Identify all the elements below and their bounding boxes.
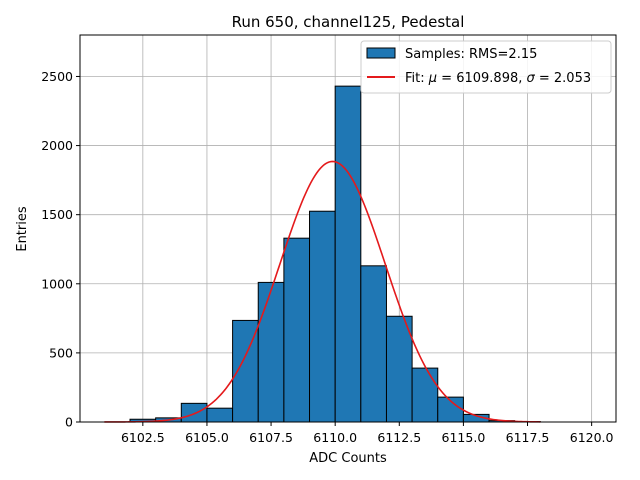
legend-fit-prefix: Fit: <box>405 71 429 86</box>
histogram-bars <box>129 85 541 423</box>
histogram-bar-11 <box>385 315 413 423</box>
legend-fit-mu-symbol: μ <box>428 71 437 86</box>
y-tick-label-4: 2000 <box>41 138 73 153</box>
histogram-bar-4 <box>206 407 234 423</box>
legend-fit-sigma-value: = 2.053 <box>535 71 591 86</box>
x-tick-label-3: 6110.0 <box>313 430 357 445</box>
legend: Samples: RMS=2.15 Fit: μ = 6109.898, σ =… <box>360 40 612 94</box>
fit-curve <box>104 160 541 423</box>
legend-label-fit: Fit: μ = 6109.898, σ = 2.053 <box>405 71 591 86</box>
x-tick-label-4: 6112.5 <box>377 430 421 445</box>
y-tick-label-2: 1000 <box>41 276 73 291</box>
histogram-bar-12 <box>411 367 439 423</box>
legend-fit-mu-value: = 6109.898, <box>437 71 526 86</box>
histogram-bar-6 <box>257 281 285 423</box>
x-tick-label-6: 6117.5 <box>506 430 550 445</box>
legend-swatch-samples <box>366 47 396 59</box>
legend-fit-sigma-symbol: σ <box>527 71 536 86</box>
y-tick-label-3: 1500 <box>41 207 73 222</box>
chart-title: Run 650, channel125, Pedestal <box>232 13 465 31</box>
y-axis-label: Entries <box>15 206 30 252</box>
y-tick-label-5: 2500 <box>41 69 73 84</box>
x-tick-label-1: 6105.0 <box>185 430 229 445</box>
histogram-bar-13 <box>437 396 464 423</box>
x-tick-label-0: 6102.5 <box>121 430 165 445</box>
x-tick-label-7: 6120.0 <box>570 430 614 445</box>
histogram-bar-8 <box>309 210 336 423</box>
histogram-bar-9 <box>334 85 362 423</box>
y-tick-label-0: 0 <box>65 415 73 430</box>
histogram-bar-3 <box>180 402 208 423</box>
y-axis-ticks: 0 500 1000 1500 2000 2500 <box>41 69 80 430</box>
x-axis-label: ADC Counts <box>309 451 387 466</box>
plot-frame <box>79 34 617 423</box>
histogram-bar-7 <box>283 237 311 423</box>
histogram-bar-10 <box>360 265 387 423</box>
legend-box <box>360 40 612 94</box>
x-tick-label-5: 6115.0 <box>442 430 486 445</box>
legend-label-samples: Samples: RMS=2.15 <box>405 47 537 62</box>
y-tick-label-1: 500 <box>49 345 73 360</box>
x-tick-label-2: 6107.5 <box>249 430 293 445</box>
x-axis-ticks: 6102.5 6105.0 6107.5 6110.0 6112.5 6115.0 6117… <box>121 422 614 445</box>
